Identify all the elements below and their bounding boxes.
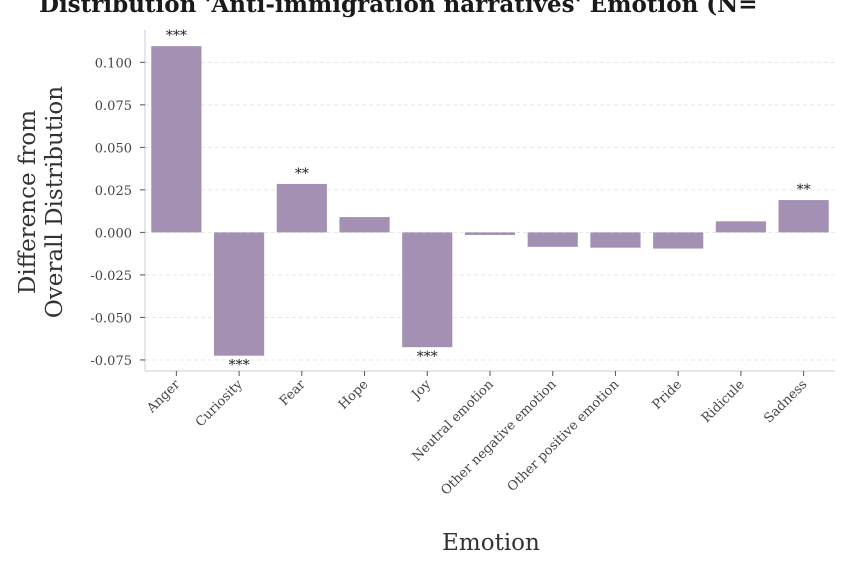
chart-title: Distribution 'Anti-immigration narrative… (39, 0, 757, 18)
significance-label: *** (229, 358, 250, 374)
y-tick-label: 0.000 (95, 226, 132, 241)
x-tick-label: Other negative emotion (438, 377, 560, 499)
x-tick-label: Curiosity (193, 377, 246, 430)
bar-other-positive-emotion (590, 232, 641, 248)
bar-pride (653, 232, 704, 249)
y-tick-label: 0.025 (95, 184, 132, 199)
x-tick-label: Joy (408, 377, 435, 404)
significance-label: *** (417, 349, 438, 365)
bars (151, 46, 829, 356)
bar-sadness (778, 200, 829, 233)
x-tick-label: Anger (144, 377, 184, 417)
significance-label: ** (295, 166, 309, 182)
bar-anger (151, 46, 202, 233)
bar-fear (276, 183, 327, 233)
bar-hope (339, 217, 390, 233)
significance-labels: ************* (166, 28, 811, 374)
y-axis-label-line2: Overall Distribution (42, 86, 68, 318)
x-tick-label: Ridicule (699, 377, 748, 426)
x-tick-label: Sadness (761, 377, 810, 426)
bar-curiosity (214, 232, 265, 356)
bar-joy (402, 232, 453, 348)
significance-label: *** (166, 28, 187, 44)
y-tick-label: -0.075 (90, 354, 132, 369)
x-axis-label: Emotion (442, 530, 540, 556)
y-tick-label: -0.025 (90, 269, 132, 284)
x-tick-label: Other positive emotion (505, 377, 623, 495)
y-ticks: 0.100 0.075 0.050 0.025 0.000 -0.025 -0.050 -0.… (90, 56, 145, 369)
bar-ridicule (715, 221, 766, 233)
y-tick-label: 0.050 (95, 141, 132, 156)
y-axis-label-line1: Difference from (15, 110, 41, 294)
y-tick-label: 0.100 (95, 56, 132, 71)
x-tick-label: Fear (277, 377, 309, 409)
significance-label: ** (797, 182, 811, 198)
y-tick-label: -0.050 (90, 311, 132, 326)
x-tick-label: Pride (650, 377, 686, 413)
x-tick-label: Hope (336, 377, 372, 413)
bar-neutral-emotion (464, 232, 516, 235)
bar-other-negative-emotion (527, 232, 578, 247)
y-tick-label: 0.075 (95, 99, 132, 114)
